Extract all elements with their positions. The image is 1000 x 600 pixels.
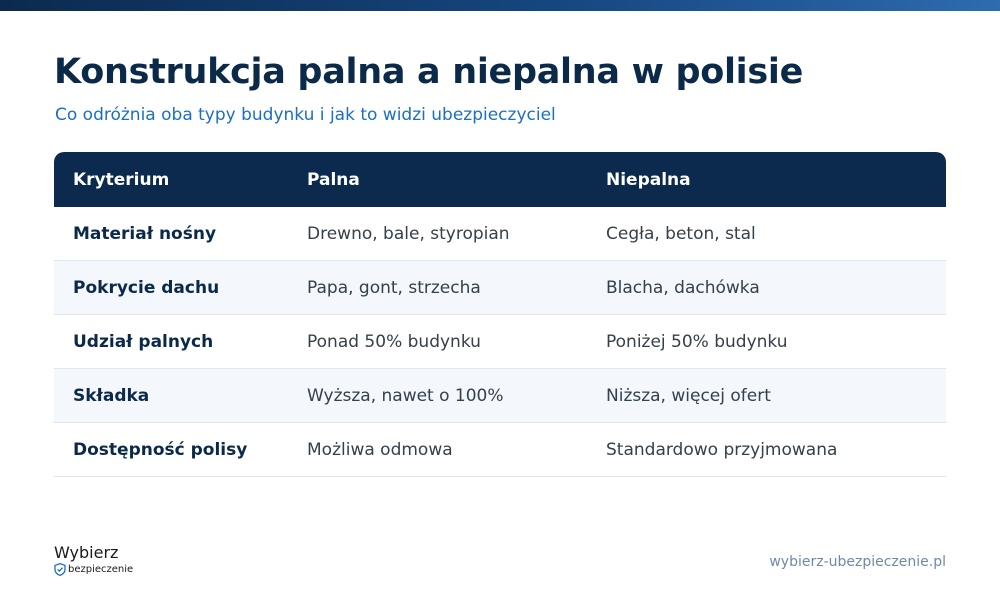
page-subtitle: Co odróżnia oba typy budynku i jak to wi… [55,105,556,125]
row-niepalna-value: Standardowo przyjmowana [606,439,838,460]
footer-site-url: wybierz-ubezpieczenie.pl [769,554,946,570]
table-row: Materiał nośny Drewno, bale, styropian C… [54,207,946,261]
table-row: Udział palnych Ponad 50% budynku Poniżej… [54,315,946,369]
row-niepalna-value: Poniżej 50% budynku [606,331,788,352]
row-palna-value: Możliwa odmowa [307,439,453,460]
row-criterion: Udział palnych [73,331,214,352]
page-title: Konstrukcja palna a niepalna w polisie [54,52,804,92]
row-niepalna-value: Blacha, dachówka [606,277,760,298]
row-palna-value: Wyższa, nawet o 100% [307,385,504,406]
row-niepalna-value: Niższa, więcej ofert [606,385,771,406]
shield-icon [54,563,66,576]
table-row: Składka Wyższa, nawet o 100% Niższa, wię… [54,369,946,423]
row-palna-value: Drewno, bale, styropian [307,223,510,244]
brand-logo: Wybierz bezpieczenie [54,544,164,584]
row-criterion: Materiał nośny [73,223,217,244]
header-niepalna: Niepalna [606,169,691,190]
row-criterion: Składka [73,385,150,406]
logo-text-bottom: bezpieczenie [68,563,134,575]
row-palna-value: Papa, gont, strzecha [307,277,481,298]
logo-text-top: Wybierz [54,543,119,562]
row-palna-value: Ponad 50% budynku [307,331,481,352]
table-row: Pokrycie dachu Papa, gont, strzecha Blac… [54,261,946,315]
header-kryterium: Kryterium [73,169,170,190]
row-niepalna-value: Cegła, beton, stal [606,223,756,244]
row-criterion: Pokrycie dachu [73,277,220,298]
table-header: Kryterium Palna Niepalna [54,152,946,207]
top-accent-bar [0,0,1000,11]
row-criterion: Dostępność polisy [73,439,248,460]
table-row: Dostępność polisy Możliwa odmowa Standar… [54,423,946,477]
header-palna: Palna [307,169,360,190]
comparison-table: Kryterium Palna Niepalna Materiał nośny … [54,152,946,477]
logo-bottom-line: bezpieczenie [54,563,164,576]
